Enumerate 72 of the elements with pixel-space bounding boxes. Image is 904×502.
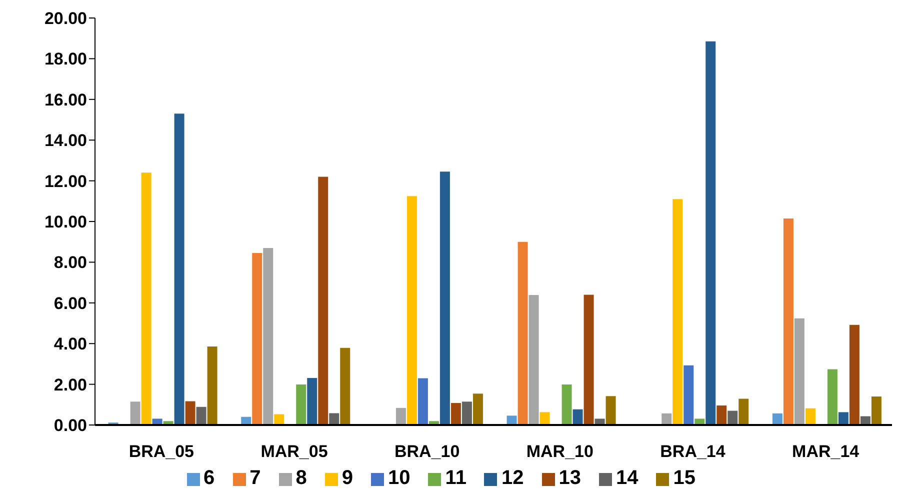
bar (860, 416, 870, 425)
bar (141, 172, 152, 425)
bar (174, 114, 184, 425)
y-tick-label: 8.00 (54, 253, 87, 272)
bar (340, 348, 350, 425)
y-tick-label: 6.00 (54, 294, 87, 313)
bar (406, 196, 417, 425)
x-tick-label: BRA_14 (660, 442, 726, 462)
legend-label: 13 (558, 467, 581, 489)
bar (274, 414, 284, 425)
bar (794, 318, 804, 425)
legend-label: 9 (342, 467, 354, 489)
x-tick-label: BRA_05 (128, 442, 194, 462)
bar (196, 406, 206, 425)
bar (716, 405, 727, 425)
legend-label: 11 (445, 467, 466, 489)
x-tick-label: MAR_05 (260, 442, 328, 462)
bar (528, 294, 539, 425)
bar (783, 218, 794, 425)
legend-label: 7 (250, 467, 261, 489)
y-tick-label: 20.00 (44, 9, 87, 28)
bar (450, 403, 461, 425)
bar (462, 402, 472, 425)
x-tick-label: MAR_14 (792, 442, 860, 462)
y-tick-label: 16.00 (44, 90, 87, 110)
bar (728, 410, 738, 425)
x-tick-label: MAR_10 (526, 442, 594, 462)
bar (562, 384, 572, 425)
bar (518, 242, 528, 425)
bar (506, 416, 517, 425)
y-tick-label: 2.00 (54, 375, 87, 394)
bar (472, 394, 483, 425)
bar (307, 378, 318, 425)
bar (662, 413, 672, 425)
bar (130, 402, 140, 425)
legend-label: 6 (204, 467, 215, 489)
bar (540, 412, 550, 425)
bar (440, 172, 450, 425)
bar (684, 365, 694, 425)
bar (207, 346, 218, 425)
y-tick-label: 12.00 (44, 172, 87, 191)
x-tick-label: BRA_10 (394, 442, 460, 462)
bar (672, 199, 683, 425)
bar (838, 412, 848, 425)
y-tick-label: 4.00 (54, 334, 87, 354)
bar (252, 253, 262, 425)
y-tick-label: 10.00 (44, 212, 87, 232)
legend-label: 15 (673, 467, 696, 489)
bar (849, 324, 860, 425)
bar (418, 378, 428, 425)
bar (772, 413, 782, 425)
bar (584, 294, 594, 425)
bar (738, 398, 749, 425)
bar (263, 248, 274, 425)
bar (572, 409, 583, 425)
bar (296, 384, 306, 425)
bar (606, 396, 616, 425)
legend-label: 14 (616, 467, 638, 489)
y-tick-label: 18.00 (44, 50, 87, 69)
legend-label: 8 (296, 467, 307, 489)
bar (396, 408, 406, 425)
legend-label: 10 (388, 467, 410, 489)
bar (871, 396, 882, 425)
bar (185, 401, 196, 425)
bar (706, 41, 716, 425)
bar (805, 408, 816, 425)
y-tick-label: 14.00 (44, 131, 87, 150)
legend-label: 12 (501, 467, 524, 489)
y-tick-label: 0.00 (54, 416, 87, 436)
bar (329, 413, 340, 425)
bar (318, 176, 328, 425)
bar (827, 369, 838, 425)
